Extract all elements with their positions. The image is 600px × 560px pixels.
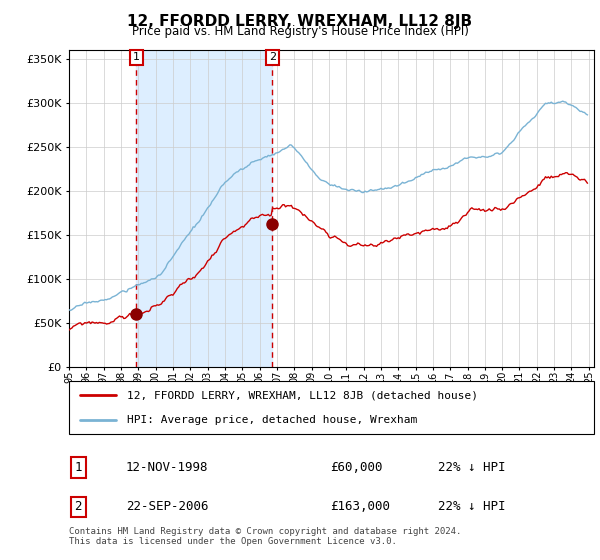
Text: 12-NOV-1998: 12-NOV-1998 xyxy=(126,461,209,474)
Text: 12, FFORDD LERRY, WREXHAM, LL12 8JB: 12, FFORDD LERRY, WREXHAM, LL12 8JB xyxy=(127,14,473,29)
FancyBboxPatch shape xyxy=(69,381,594,434)
Text: 22% ↓ HPI: 22% ↓ HPI xyxy=(438,461,505,474)
Text: Price paid vs. HM Land Registry's House Price Index (HPI): Price paid vs. HM Land Registry's House … xyxy=(131,25,469,38)
Bar xyxy=(136,50,272,367)
Text: Contains HM Land Registry data © Crown copyright and database right 2024.
This d: Contains HM Land Registry data © Crown c… xyxy=(69,526,461,546)
Text: 22-SEP-2006: 22-SEP-2006 xyxy=(126,500,209,514)
Text: £60,000: £60,000 xyxy=(330,461,383,474)
Text: 1: 1 xyxy=(74,461,82,474)
Text: 2: 2 xyxy=(269,53,276,62)
Text: £163,000: £163,000 xyxy=(330,500,390,514)
Text: 1: 1 xyxy=(133,53,140,62)
Text: 22% ↓ HPI: 22% ↓ HPI xyxy=(438,500,505,514)
Text: HPI: Average price, detached house, Wrexham: HPI: Average price, detached house, Wrex… xyxy=(127,414,417,424)
Text: 2: 2 xyxy=(74,500,82,514)
Text: 12, FFORDD LERRY, WREXHAM, LL12 8JB (detached house): 12, FFORDD LERRY, WREXHAM, LL12 8JB (det… xyxy=(127,390,478,400)
